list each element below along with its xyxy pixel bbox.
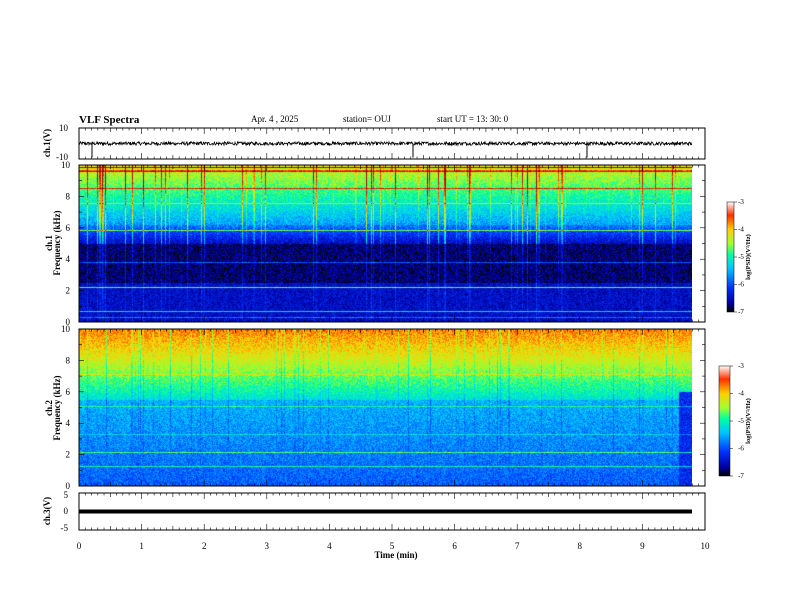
x-tick-label: 8 [578,541,583,551]
x-tick-label: 9 [640,541,645,551]
ch3-ytick-bottom: -5 [61,523,69,533]
time-tick-marks [78,128,706,530]
ch2-ytick-label: 2 [66,450,71,460]
x-tick-label: 1 [139,541,144,551]
ch1-colorbar: -3 -4 -5 -6 -7 log(PSD)(V²/Hz) [726,198,752,316]
ch1-ytick-label: 2 [66,286,71,296]
ch1-freq-ylabel-line2: Frequency (kHz) [52,210,62,275]
ch1-waveform-line [78,140,693,158]
x-tick-label: 5 [390,541,395,551]
ch1-spectrogram-image [79,165,692,322]
ch2-colorbar-label: log(PSD)(V²/Hz) [745,398,752,444]
figure-title: VLF Spectra [79,114,140,126]
ch1-spectrogram-panel: ch.1 Frequency (kHz) 0 2 4 6 8 10 [44,160,706,327]
x-tick-label: 10 [701,541,711,551]
ch2-colorbar-tick-label: -7 [738,472,744,480]
ch2-colorbar-tick-label: -5 [738,417,744,425]
ch2-ytick-label: 4 [66,418,71,428]
ch1-ylabel: ch.1(V) [42,129,52,157]
ch3-ytick-mid: 0 [64,506,69,516]
ch2-colorbar-tick-label: -6 [738,445,744,453]
ch2-freq-ylabel-line1: ch.2 [44,400,54,416]
ch2-colorbar: -3 -4 -5 -6 -7 log(PSD)(V²/Hz) [718,362,752,480]
ch2-ytick-label: 10 [61,324,71,334]
x-axis-label: Time (min) [374,550,417,560]
x-tick-labels: 0 1 2 3 4 5 6 7 8 9 10 [77,541,710,551]
ch1-ytick-label: 8 [66,191,71,201]
x-tick-label: 0 [77,541,82,551]
ch1-colorbar-tick-label: -7 [738,308,744,316]
x-tick-label: 4 [327,541,332,551]
x-tick-label: 2 [202,541,207,551]
ch2-colorbar-tick-label: -3 [738,362,744,370]
x-tick-label: 3 [265,541,270,551]
ch1-ytick-top: 10 [59,123,69,133]
ch1-ytick-label: 4 [66,254,71,264]
ch1-colorbar-gradient [727,202,734,312]
ch1-colorbar-tick-label: -5 [738,253,744,261]
ch2-ytick-label: 8 [66,355,71,365]
ch1-ytick-label: 6 [66,223,71,233]
station-label: station= OUJ [343,114,391,124]
ch3-ylabel: ch.3(V) [42,497,52,525]
ch1-ytick-label: 10 [61,160,71,170]
ch2-spectrogram-panel: ch.2 Frequency (kHz) 0 2 4 6 8 10 [44,324,706,491]
ch2-spectrogram-image [79,329,692,486]
x-tick-label: 7 [515,541,520,551]
ch2-ytick-label: 6 [66,387,71,397]
ch2-ytick-label: 0 [66,481,71,491]
ch1-freq-ylabel-line1: ch.1 [44,235,54,251]
ch1-ytick-bottom: -10 [56,152,68,162]
ch1-colorbar-tick-label: -4 [738,226,744,234]
ch1-colorbar-label: log(PSD)(V²/Hz) [745,234,752,280]
date-label: Apr. 4 , 2025 [251,114,299,124]
ch1-waveform-trace [78,140,693,147]
ch1-colorbar-tick-label: -3 [738,198,744,206]
ch2-colorbar-tick-label: -4 [738,390,744,398]
x-tick-label: 6 [452,541,457,551]
ch2-freq-ylabel-line2: Frequency (kHz) [52,375,62,440]
ch2-colorbar-gradient [719,366,730,476]
start-time-label: start UT = 13: 30: 0 [437,114,509,124]
ch1-colorbar-tick-label: -6 [738,281,744,289]
ch3-ytick-top: 5 [64,490,69,500]
ch1-ytick-label: 0 [66,317,71,327]
